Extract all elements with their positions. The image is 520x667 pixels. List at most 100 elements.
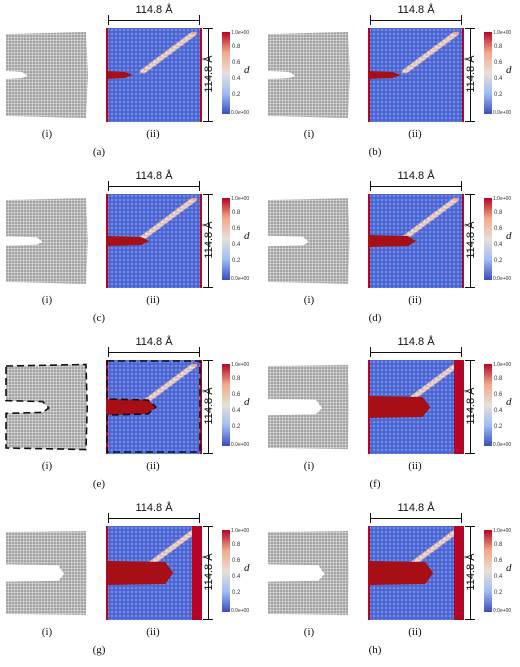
- dimension-label-horizontal: 114.8 Å: [135, 336, 173, 348]
- colorbar-tick-label: 0.6: [232, 226, 241, 232]
- colorbar-min-label: 0.0e+00: [231, 276, 250, 282]
- colorbar-tick-label: 0.2: [494, 92, 503, 98]
- colorbar: [222, 32, 230, 114]
- damage-field-7: [368, 526, 464, 620]
- atom-lattice: [268, 530, 349, 616]
- right-edge-damage: [200, 28, 202, 122]
- colorbar-tick-label: 0.2: [494, 258, 503, 264]
- colorbar-tick-label: 0.4: [494, 574, 503, 580]
- dimension-bar-vertical: [203, 28, 213, 122]
- dimension-label-horizontal: 114.8 Å: [135, 4, 173, 16]
- sublabel-ii: (ii): [408, 294, 422, 306]
- dimension-label-vertical: 114.8 Å: [203, 55, 215, 93]
- atoms-image: [266, 30, 352, 125]
- colorbar-max-label: 1.0e+00: [231, 30, 250, 36]
- sublabel-ii: (ii): [408, 128, 422, 140]
- colorbar-max-label: 1.0e+00: [493, 528, 512, 534]
- dimension-label-vertical: 114.8 Å: [465, 387, 477, 425]
- crack-region: [368, 71, 401, 79]
- panel-label: (g): [92, 644, 106, 656]
- colorbar-variable-label: d: [244, 64, 250, 76]
- colorbar-tick-label: 0.6: [232, 392, 241, 398]
- colorbar-tick-label: 0.6: [232, 558, 241, 564]
- colorbar-variable-label: d: [244, 396, 250, 408]
- colorbar-tick-label: 0.6: [494, 558, 503, 564]
- colorbar-tick-label: 0.2: [494, 590, 503, 596]
- colorbar-tick-label: 0.4: [232, 76, 241, 82]
- dimension-label-horizontal: 114.8 Å: [397, 4, 435, 16]
- damage-image: [368, 360, 464, 459]
- colorbar-tick-label: 0.8: [232, 376, 241, 382]
- panel-label: (c): [92, 312, 106, 324]
- sublabel-ii: (ii): [146, 128, 160, 140]
- damage-image: [368, 28, 464, 127]
- dashed-boundary: [5, 363, 89, 451]
- sublabel-ii: (ii): [146, 626, 160, 638]
- dimension-bar-horizontal: [108, 15, 200, 25]
- colorbar-tick-label: 0.8: [494, 44, 503, 50]
- figure-panel: 114.8 Å 114.8 Å 1.0e+00 0.0e+00 0.8 0.6 0.4 0.2…: [262, 4, 520, 168]
- atoms-image: [266, 196, 352, 291]
- panel-label: (a): [92, 146, 106, 158]
- colorbar-tick-label: 0.2: [232, 424, 241, 430]
- colorbar-tick-label: 0.6: [494, 60, 503, 66]
- damage-image: [106, 526, 202, 625]
- colorbar: [222, 364, 230, 446]
- damage-field-6: [106, 526, 202, 620]
- atoms-image: [4, 362, 90, 457]
- panel-label: (b): [368, 146, 382, 158]
- dimension-bar-vertical: [465, 360, 475, 454]
- figure-panel: 114.8 Å 114.8 Å 1.0e+00 0.0e+00 0.8 0.6 0.4 0.2…: [262, 502, 520, 666]
- sublabel-i: (i): [41, 460, 53, 472]
- colorbar-tick-label: 0.6: [494, 226, 503, 232]
- crack-region: [368, 561, 434, 585]
- figure-panel: 114.8 Å 114.8 Å 1.0e+00 0.0e+00 0.8 0.6 0.4 0.2…: [0, 170, 258, 334]
- colorbar: [484, 530, 492, 612]
- atoms-image: [4, 528, 90, 623]
- colorbar-tick-label: 0.8: [494, 376, 503, 382]
- atomistic-configuration-7: [268, 530, 349, 616]
- colorbar-variable-label: d: [506, 562, 512, 574]
- figure-panel: 114.8 Å 114.8 Å 1.0e+00 0.0e+00 0.8 0.6 0.4 0.2…: [262, 170, 520, 334]
- sublabel-ii: (ii): [146, 460, 160, 472]
- panel-label: (d): [368, 312, 382, 324]
- colorbar-min-label: 0.0e+00: [493, 110, 512, 116]
- figure-panel: 114.8 Å 114.8 Å 1.0e+00 0.0e+00 0.8 0.6 0.4 0.2…: [262, 336, 520, 500]
- sublabel-i: (i): [303, 294, 315, 306]
- atomistic-configuration-3: [268, 198, 350, 284]
- colorbar-min-label: 0.0e+00: [493, 276, 512, 282]
- colorbar-tick-label: 0.2: [494, 424, 503, 430]
- damage-field-1: [368, 28, 464, 122]
- atomistic-configuration-0: [6, 32, 88, 118]
- colorbar-tick-label: 0.8: [232, 44, 241, 50]
- right-edge-damage: [200, 194, 202, 288]
- colorbar-tick-label: 0.4: [232, 574, 241, 580]
- colorbar-variable-label: d: [244, 562, 250, 574]
- dimension-label-horizontal: 114.8 Å: [397, 502, 435, 514]
- colorbar-max-label: 1.0e+00: [493, 30, 512, 36]
- dashed-boundary: [106, 360, 201, 453]
- colorbar-min-label: 0.0e+00: [231, 110, 250, 116]
- panel-label: (e): [92, 478, 106, 490]
- right-edge-damage: [192, 526, 202, 620]
- dimension-label-vertical: 114.8 Å: [465, 553, 477, 591]
- atom-lattice: [6, 530, 87, 616]
- colorbar: [222, 530, 230, 612]
- atomistic-configuration-2: [6, 198, 88, 284]
- colorbar: [484, 32, 492, 114]
- damage-field-2: [106, 194, 202, 288]
- crack-region: [106, 236, 150, 246]
- sublabel-i: (i): [41, 128, 53, 140]
- dimension-bar-horizontal: [108, 347, 200, 357]
- atom-lattice: [268, 364, 349, 450]
- colorbar-variable-label: d: [506, 396, 512, 408]
- atom-lattice: [6, 198, 88, 284]
- colorbar-max-label: 1.0e+00: [231, 528, 250, 534]
- dimension-bar-vertical: [203, 194, 213, 288]
- dimension-bar-horizontal: [370, 513, 462, 523]
- atoms-image: [4, 30, 90, 125]
- colorbar-tick-label: 0.2: [232, 590, 241, 596]
- slip-cell: [191, 363, 198, 367]
- colorbar-max-label: 1.0e+00: [493, 196, 512, 202]
- sublabel-ii: (ii): [408, 626, 422, 638]
